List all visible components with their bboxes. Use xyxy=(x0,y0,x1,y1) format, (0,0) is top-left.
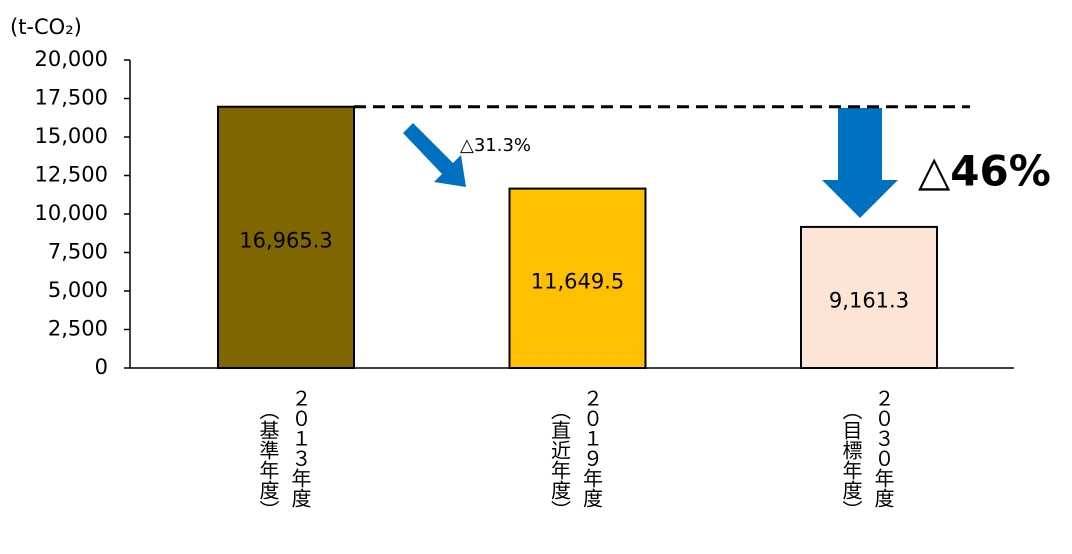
data-label: 16,965.3 xyxy=(239,228,333,252)
y-tick-label: 20,000 xyxy=(35,47,108,71)
y-tick-label: 17,500 xyxy=(35,86,108,110)
y-tick-label: 15,000 xyxy=(35,124,108,148)
x-tick-label: （目標年度） xyxy=(839,400,863,520)
bar xyxy=(508,187,647,369)
bar xyxy=(800,225,938,369)
x-tick-label: ２０３０年度 xyxy=(871,388,895,508)
data-label: 9,161.3 xyxy=(829,288,909,312)
x-tick-label: （基準年度） xyxy=(256,400,280,520)
unit-label: (t-CO₂) xyxy=(10,15,82,39)
annotation: △46% xyxy=(918,147,1051,196)
arrow xyxy=(822,108,898,218)
y-tick-label: 10,000 xyxy=(35,201,108,225)
x-tick-label: ２０１９年度 xyxy=(579,388,604,508)
data-label: 11,649.5 xyxy=(531,269,625,293)
y-tick-label: 0 xyxy=(95,355,108,379)
y-tick-label: 12,500 xyxy=(35,163,108,187)
arrow xyxy=(403,123,466,187)
y-tick-label: 2,500 xyxy=(48,317,108,341)
x-tick-label: ２０１３年度 xyxy=(288,388,312,508)
annotation: △31.3% xyxy=(460,135,531,156)
y-tick-label: 5,000 xyxy=(48,278,108,302)
y-tick-label: 7,500 xyxy=(48,240,108,264)
bar xyxy=(217,105,355,370)
x-tick-label: （直近年度） xyxy=(547,400,572,520)
